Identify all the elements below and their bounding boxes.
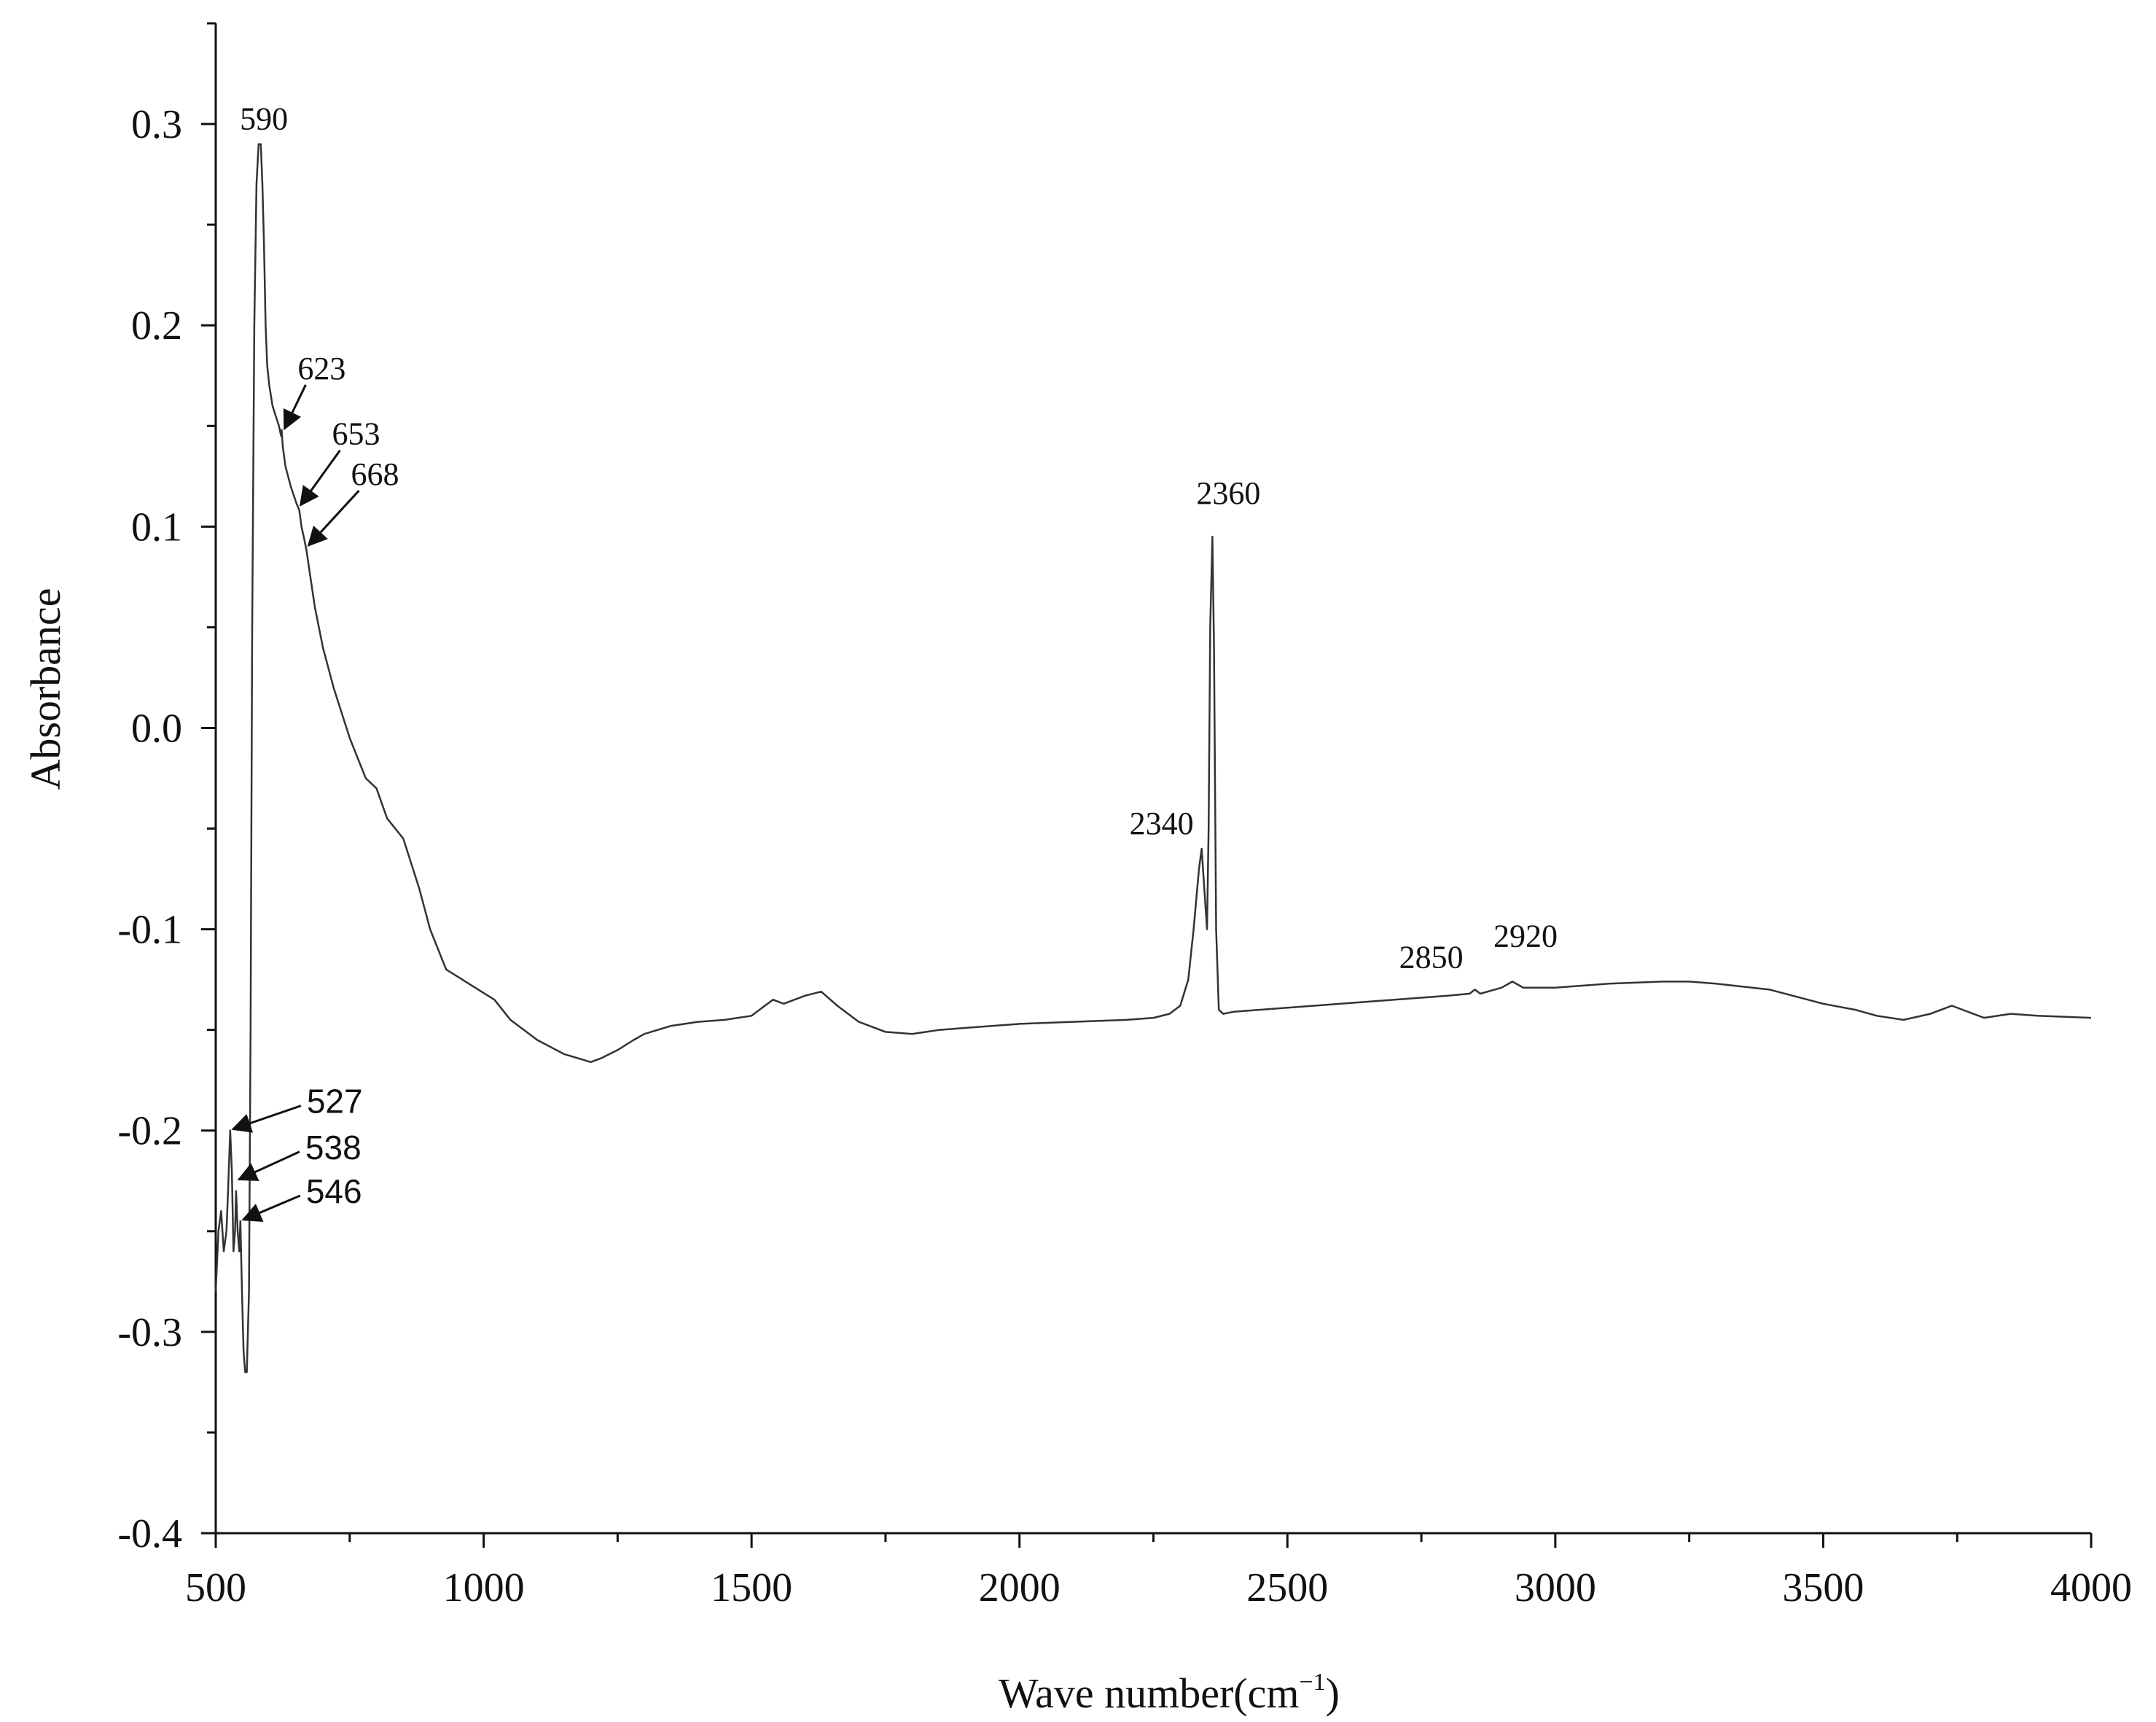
peak-label: 2340 <box>1130 806 1194 841</box>
peak-label: 2920 <box>1493 918 1558 954</box>
annotation-arrow <box>231 1105 302 1133</box>
x-tick-label: 3000 <box>1515 1565 1596 1610</box>
annotation-arrow <box>299 449 341 507</box>
x-tick-label: 500 <box>185 1565 246 1610</box>
y-tick-label: 0.3 <box>131 102 182 147</box>
x-tick-label: 1000 <box>443 1565 525 1610</box>
y-tick-label: -0.4 <box>117 1511 182 1557</box>
x-tick-label: 4000 <box>2050 1565 2132 1610</box>
x-tick-label: 2000 <box>979 1565 1061 1610</box>
x-axis-title: Wave number(cm−1) <box>999 1669 1340 1717</box>
y-axis-title: Absorbance <box>22 588 69 790</box>
annotation-arrow <box>307 489 360 547</box>
peak-label: 538 <box>305 1129 362 1166</box>
peak-label: 546 <box>306 1172 362 1210</box>
y-tick-label: 0.0 <box>131 706 182 751</box>
y-tick-label: 0.2 <box>131 303 182 348</box>
annotation-arrow <box>237 1150 300 1181</box>
y-tick-label: 0.1 <box>131 504 182 550</box>
peak-label: 623 <box>297 351 345 386</box>
peak-annotations: 590 623 653 668 2360 2340 2850 2920 527 538 546 <box>231 101 1558 1222</box>
y-tick-label: -0.3 <box>117 1310 182 1355</box>
absorbance-series-line <box>214 143 2092 1374</box>
axes <box>214 23 2091 1535</box>
y-tick-label: -0.1 <box>117 908 182 953</box>
peak-label: 653 <box>332 416 380 452</box>
annotation-arrow <box>283 384 307 431</box>
y-ticks: -0.4 -0.3 -0.2 -0.1 0.0 0.1 0.2 0.3 <box>117 22 216 1557</box>
x-axis-title-close: ) <box>1326 1670 1340 1717</box>
x-axis-title-sup: −1 <box>1299 1669 1325 1696</box>
x-ticks: 500 1000 1500 2000 2500 3000 3500 4000 <box>185 1533 2132 1610</box>
x-tick-label: 3500 <box>1782 1565 1864 1610</box>
peak-label: 2360 <box>1196 475 1260 511</box>
x-tick-label: 1500 <box>711 1565 792 1610</box>
peak-label: 2850 <box>1399 939 1464 975</box>
y-tick-label: -0.2 <box>117 1109 182 1154</box>
peak-label: 527 <box>307 1083 363 1121</box>
x-tick-label: 2500 <box>1246 1565 1328 1610</box>
annotation-arrow <box>241 1194 301 1222</box>
peak-label: 590 <box>240 101 288 137</box>
x-axis-title-main: Wave number(cm <box>999 1670 1299 1717</box>
peak-label: 668 <box>351 456 399 492</box>
